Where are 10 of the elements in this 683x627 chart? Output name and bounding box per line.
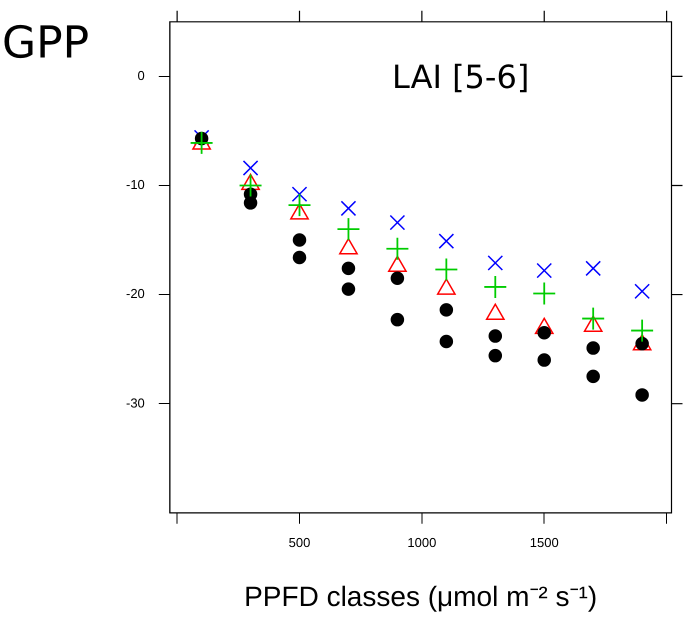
- y-axis-title: GPP: [2, 17, 90, 68]
- text: LAI [5-6]: [392, 58, 530, 96]
- y-tick-label: 0: [138, 68, 145, 83]
- y-tick-label: -20: [126, 286, 145, 302]
- x-tick-label: 1500: [530, 535, 559, 550]
- x-axis-title: PPFD classes (μmol m⁻² s⁻¹): [244, 580, 598, 612]
- x-tick-label: 1000: [407, 535, 436, 550]
- y-tick-label: -10: [126, 177, 145, 192]
- y-tick-label: -30: [126, 395, 145, 410]
- x-tick-label: 500: [288, 535, 310, 550]
